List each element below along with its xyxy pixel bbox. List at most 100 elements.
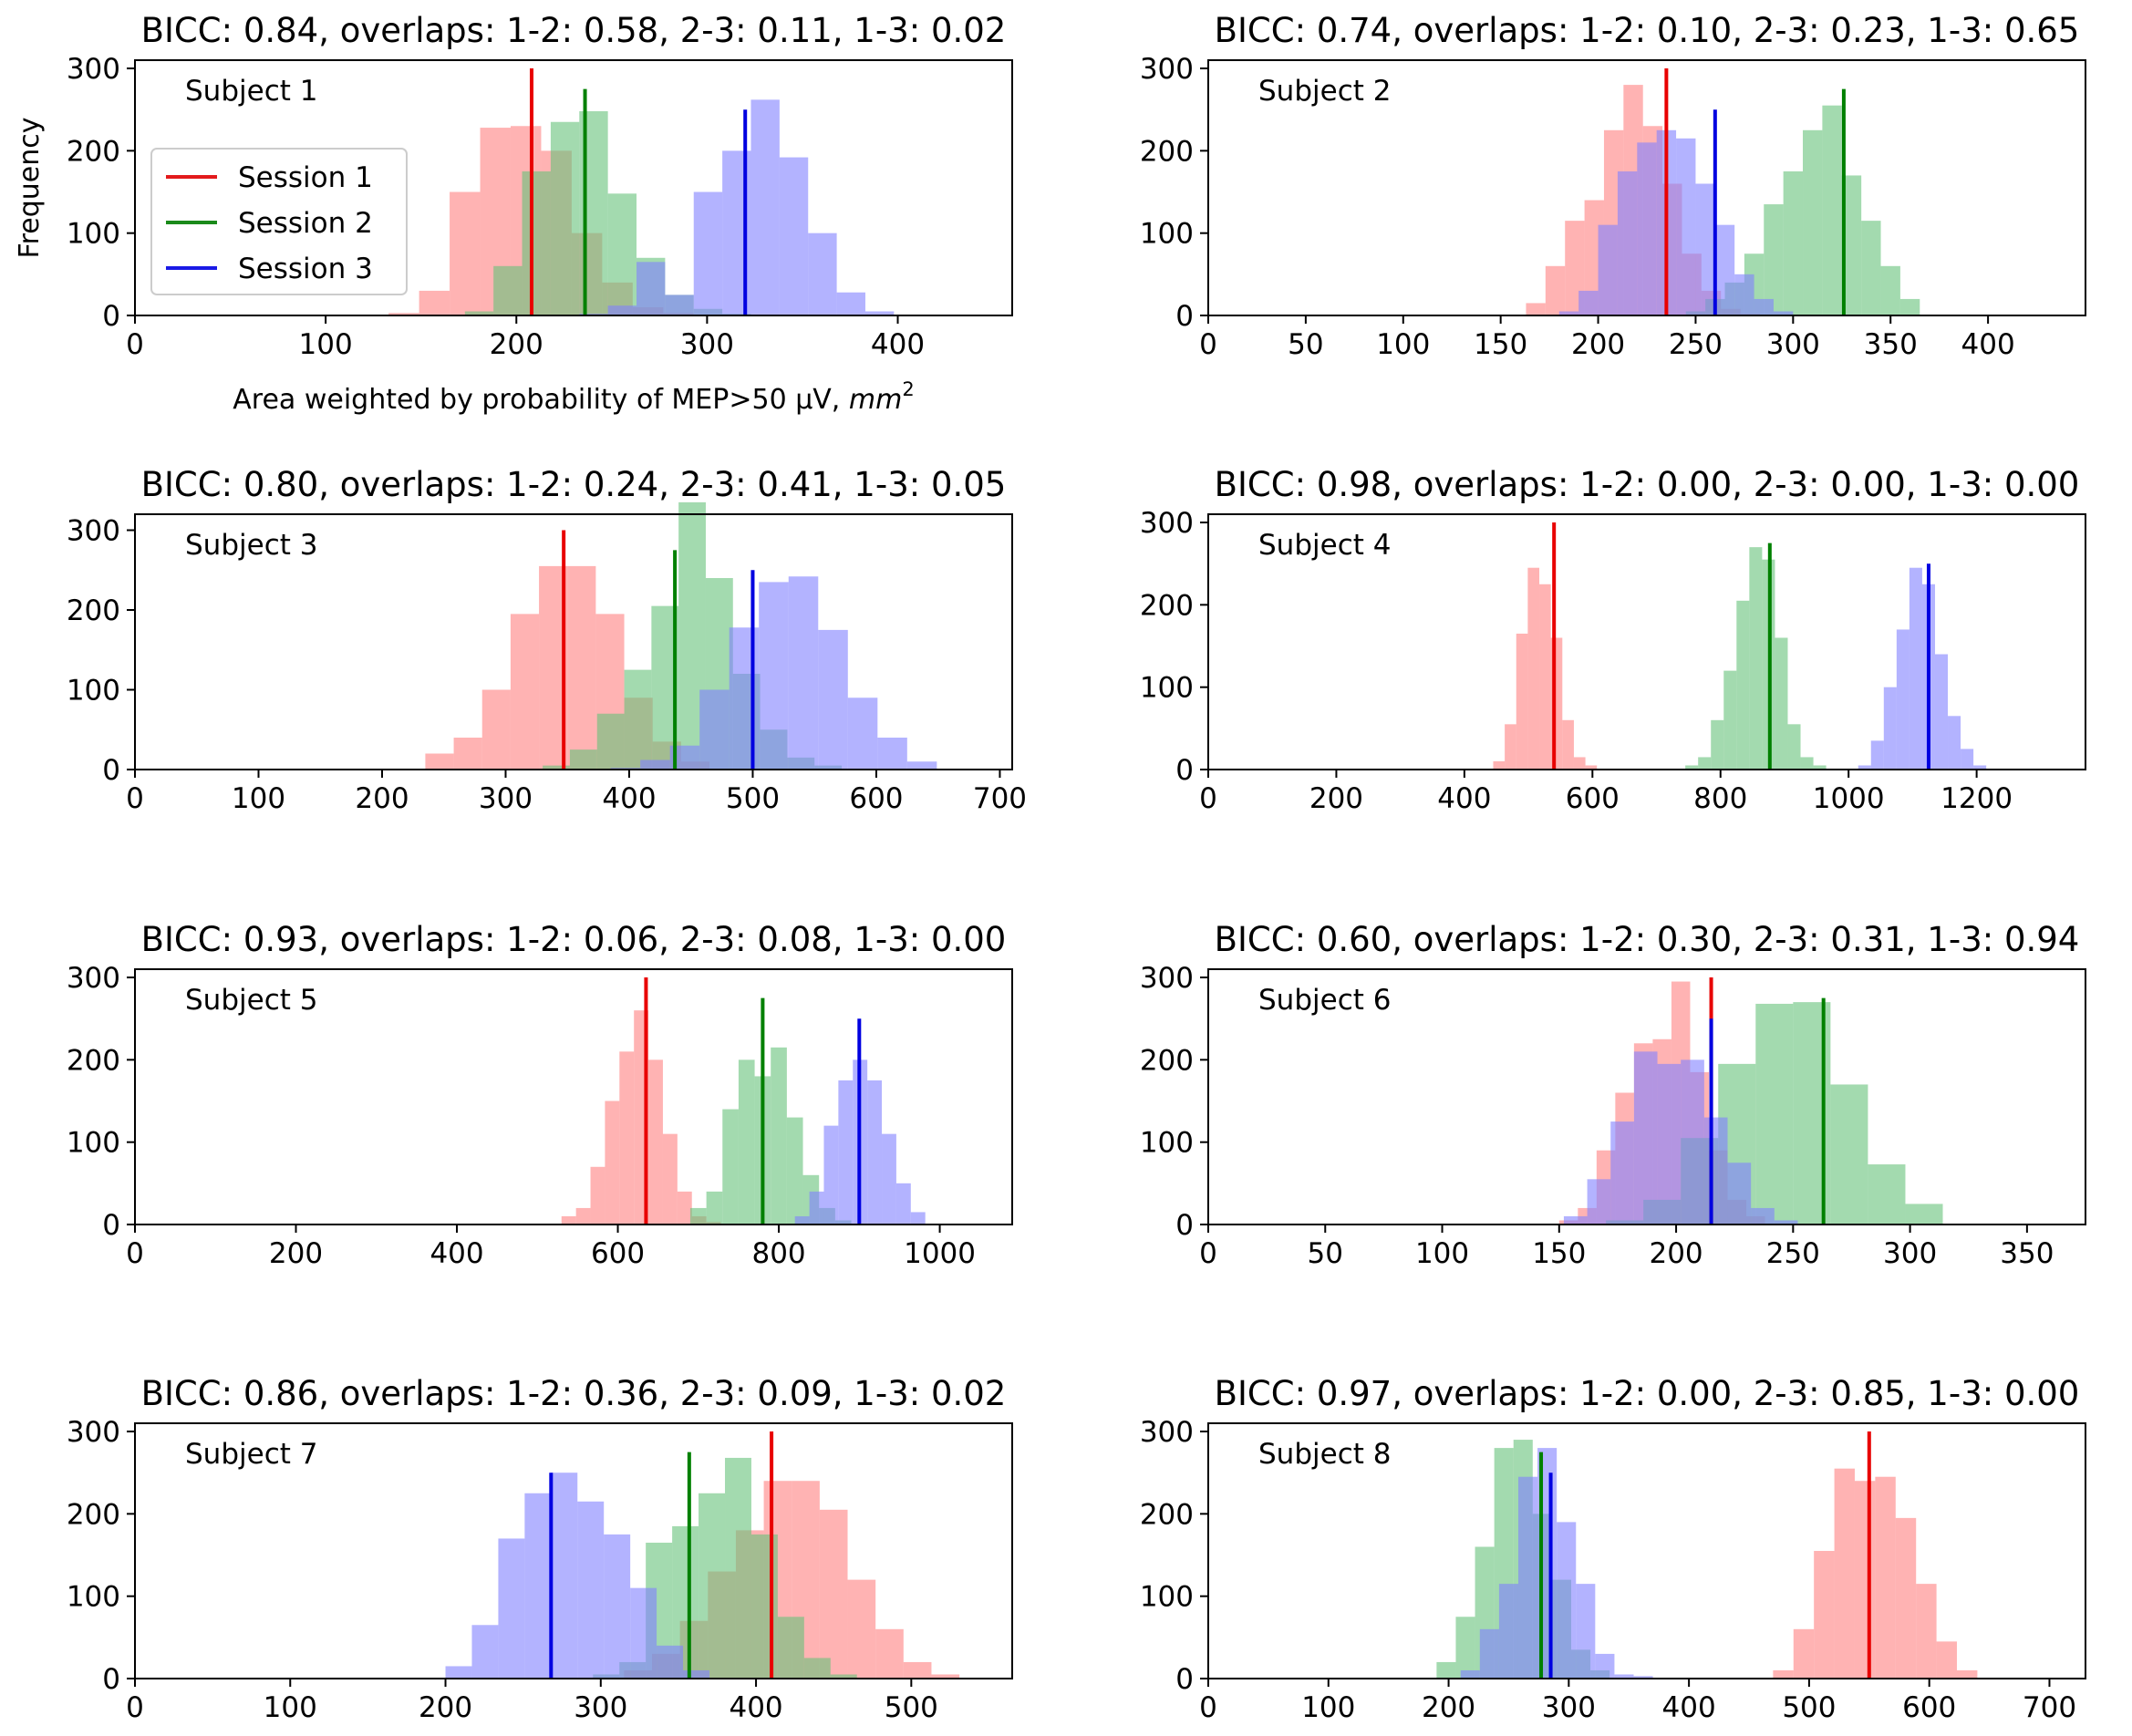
- x-tick-label: 0: [126, 1237, 144, 1270]
- hist-bar: [877, 738, 907, 770]
- hist-bar: [1916, 1584, 1937, 1679]
- x-tick-label: 100: [232, 782, 285, 815]
- x-tick-label: 300: [479, 782, 533, 815]
- hist-bar: [903, 1661, 932, 1679]
- hist-bar: [867, 1080, 883, 1224]
- hist-bar: [931, 1674, 960, 1679]
- y-tick-label: 100: [67, 218, 120, 251]
- x-tick-label: 200: [269, 1237, 323, 1270]
- subplot-title: BICC: 0.86, overlaps: 1-2: 0.36, 2-3: 0.…: [141, 1374, 1007, 1413]
- hist-bar: [1676, 138, 1696, 315]
- hist-bar: [1578, 290, 1599, 315]
- hist-bar: [453, 738, 482, 770]
- hist-bar: [524, 1493, 552, 1679]
- hist-bar: [706, 1191, 723, 1224]
- y-tick-label: 200: [1140, 1498, 1194, 1531]
- hist-bar: [1539, 584, 1551, 770]
- y-tick-label: 200: [1140, 1044, 1194, 1077]
- x-tick-label: 400: [430, 1237, 483, 1270]
- x-axis-label: Area weighted by probability of MEP>50 μ…: [233, 378, 914, 416]
- hist-bar: [419, 290, 450, 315]
- hist-bar: [1436, 1661, 1456, 1679]
- x-tick-label: 300: [680, 328, 734, 361]
- hist-bar: [1870, 740, 1884, 770]
- hist-bar: [1973, 765, 1987, 770]
- x-tick-label: 1000: [904, 1237, 976, 1270]
- y-tick-label: 300: [1140, 962, 1194, 995]
- subplot-title: BICC: 0.98, overlaps: 1-2: 0.00, 2-3: 0.…: [1215, 465, 2080, 504]
- hist-bar: [1803, 129, 1823, 315]
- x-tick-label: 350: [2000, 1237, 2054, 1270]
- hist-bar: [1961, 749, 1974, 770]
- y-tick-label: 200: [67, 1498, 120, 1531]
- hist-bar: [910, 1212, 926, 1224]
- hist-bar: [847, 698, 878, 770]
- hist-bar: [567, 565, 596, 770]
- hist-bar: [1455, 1617, 1475, 1679]
- hist-bar: [1899, 298, 1920, 315]
- x-tick-label: 500: [885, 1691, 938, 1724]
- hist-bar: [1787, 724, 1801, 770]
- hist-bar: [693, 191, 723, 315]
- x-tick-label: 200: [419, 1691, 472, 1724]
- hist-bar: [1727, 1162, 1752, 1224]
- subject-label: Subject 4: [1258, 529, 1391, 562]
- x-tick-label: 200: [355, 782, 409, 815]
- x-tick-label: 300: [574, 1691, 627, 1724]
- x-tick-label: 600: [1566, 782, 1620, 815]
- y-tick-label: 100: [1140, 1127, 1194, 1160]
- hist-bar: [1783, 170, 1804, 315]
- x-tick-label: 200: [1422, 1691, 1475, 1724]
- axes-frame: [1207, 59, 2086, 316]
- y-tick-label: 200: [67, 135, 120, 168]
- hist-bar: [464, 311, 494, 315]
- legend-label: Session 3: [238, 253, 373, 285]
- x-tick-label: 200: [1649, 1237, 1702, 1270]
- subplot-title: BICC: 0.84, overlaps: 1-2: 0.58, 2-3: 0.…: [141, 11, 1007, 50]
- hist-bar: [1775, 637, 1788, 770]
- subject-label: Subject 6: [1258, 984, 1391, 1017]
- hist-bar: [788, 576, 819, 770]
- hist-bar: [493, 265, 523, 315]
- hist-bar: [818, 629, 848, 770]
- subplot-7: 0 100 200 300 400 500 0 100 200 300 BICC: 0.86, ov…: [67, 1374, 1013, 1724]
- x-tick-label: 100: [264, 1691, 317, 1724]
- subplot-5: 0 200 400 600 800 1000 0 100 200 300 BICC: 0.93, o…: [67, 920, 1013, 1270]
- hist-bar: [640, 760, 670, 770]
- hist-bar: [1557, 1522, 1577, 1679]
- hist-bar: [1460, 1669, 1480, 1679]
- hist-bar: [1685, 765, 1699, 770]
- x-tick-label: 250: [1669, 328, 1723, 361]
- hist-bar: [471, 1625, 499, 1679]
- hist-bar: [1711, 719, 1724, 770]
- hist-bar: [1880, 265, 1900, 315]
- legend-label: Session 2: [238, 207, 373, 240]
- hist-bar: [836, 292, 865, 315]
- hist-bar: [895, 1183, 911, 1224]
- hist-bar: [604, 1534, 631, 1679]
- hist-bar: [662, 1133, 678, 1224]
- hist-bar: [750, 1534, 778, 1679]
- x-tick-label: 300: [1766, 328, 1820, 361]
- y-tick-label: 300: [67, 515, 120, 548]
- hist-bar: [1868, 1164, 1906, 1224]
- x-tick-label: 200: [1571, 328, 1625, 361]
- hist-bar: [1587, 1179, 1611, 1224]
- hist-bar: [1896, 629, 1909, 770]
- hist-bar: [1610, 1121, 1634, 1224]
- y-tick-label: 0: [102, 1209, 120, 1242]
- y-tick-label: 100: [67, 1127, 120, 1160]
- x-tick-label: 400: [729, 1691, 782, 1724]
- y-tick-label: 100: [1140, 1581, 1194, 1614]
- hist-bar: [819, 1509, 848, 1679]
- subject-label: Subject 7: [185, 1438, 317, 1471]
- hist-bar: [1517, 1476, 1538, 1679]
- x-tick-label: 50: [1288, 328, 1323, 361]
- hist-bar: [1834, 1468, 1855, 1679]
- x-tick-label: 800: [1693, 782, 1747, 815]
- hist-bar: [689, 1207, 707, 1224]
- hist-bar: [1714, 224, 1735, 315]
- hist-bar: [1573, 757, 1586, 770]
- legend-box: [150, 148, 408, 295]
